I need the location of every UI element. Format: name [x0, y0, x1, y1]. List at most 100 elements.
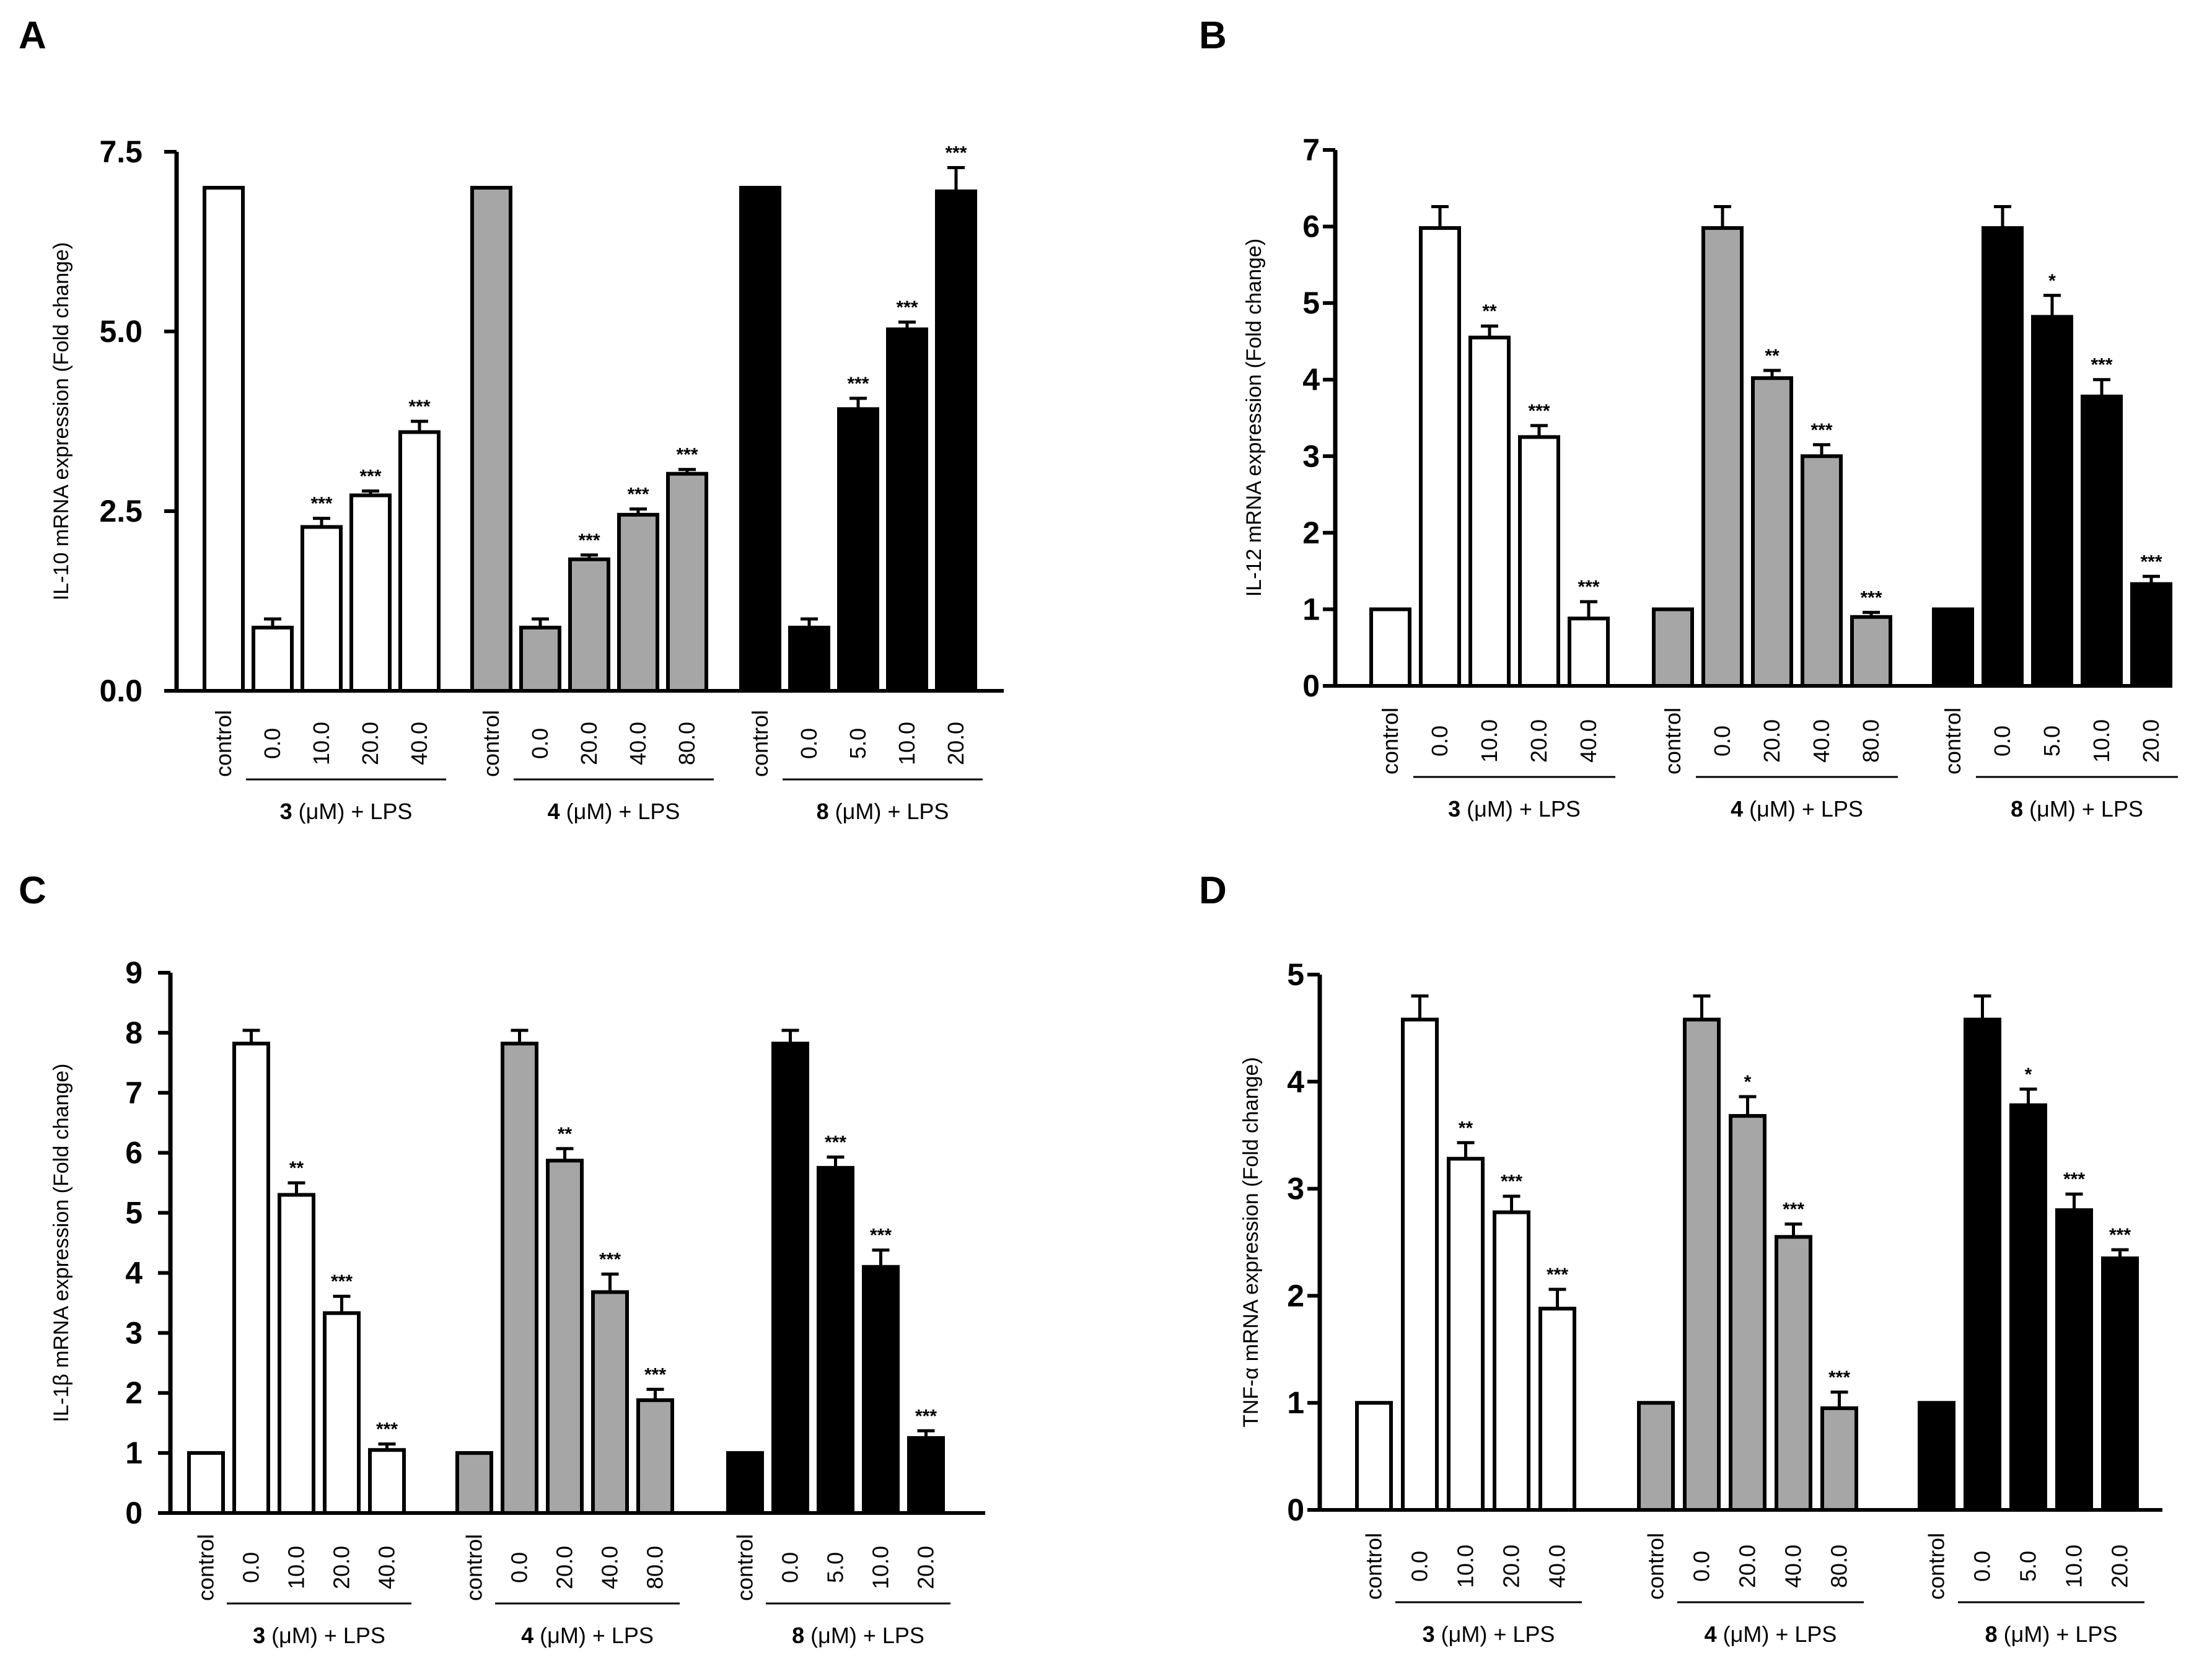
group-compound-4: control 0.0 ** 20.0 *** 40.0 *** 80.0 4 (μM) + L… [455, 1028, 680, 1648]
category-label: 0.0 [1689, 1551, 1714, 1582]
y-tick-label: 4 [1302, 362, 1320, 397]
category-label: 10.0 [284, 1546, 309, 1589]
group-suffix: (μM) + LPS [804, 1623, 924, 1648]
bar [817, 1165, 854, 1515]
category-label: 80.0 [674, 722, 700, 765]
significance-label: *** [310, 494, 332, 514]
panel-letter: C [19, 869, 46, 912]
significance-label: * [1744, 1072, 1752, 1092]
bar [232, 1042, 270, 1515]
y-tick-label: 2 [1302, 515, 1320, 550]
y-tick-label: 0 [125, 1496, 143, 1530]
bar [203, 186, 245, 693]
bar [617, 512, 659, 693]
significance-label: ** [289, 1158, 304, 1178]
bar [771, 1042, 809, 1515]
significance-label: *** [578, 530, 600, 551]
y-tick-label: 7.5 [99, 134, 143, 169]
category-label: 5.0 [2039, 726, 2065, 757]
significance-label: *** [2063, 1169, 2085, 1190]
category-label: 5.0 [823, 1552, 848, 1583]
group-suffix: (μM) + LPS [2023, 796, 2143, 822]
bar [1401, 1017, 1439, 1512]
category-label: 0.0 [778, 1552, 803, 1583]
significance-label: *** [644, 1364, 666, 1385]
y-tick-label: 0.0 [99, 673, 143, 708]
panel-a: A IL-10 mRNA expression (Fold change) 0.0 2… [19, 14, 1004, 824]
group-compound-8: control 0.0 * 5.0 *** 10.0 *** 20.0 8 (μM) + LPS [1932, 204, 2178, 822]
y-tick-label: 5.0 [99, 314, 143, 349]
bar [1964, 1017, 2001, 1512]
category-label: 40.0 [1545, 1545, 1570, 1588]
significance-label: ** [1765, 346, 1780, 366]
category-label: 20.0 [576, 722, 602, 765]
group-label: 4 (μM) + LPS [1731, 796, 1863, 822]
bar [1775, 1235, 1812, 1512]
bar [862, 1265, 900, 1515]
bar [935, 189, 977, 693]
significance-label: *** [896, 297, 918, 318]
group-label: 8 (μM) + LPS [2011, 796, 2143, 822]
group-compound-8: control 0.0 *** 5.0 *** 10.0 *** 20.0 8 (μM) + L… [726, 1028, 950, 1648]
category-label: 0.0 [507, 1552, 532, 1583]
bar [1982, 226, 2024, 688]
category-label: 20.0 [943, 722, 968, 765]
group-compound-number: 8 [817, 799, 829, 824]
group-label: 4 (μM) + LPS [1705, 1621, 1837, 1647]
bar [568, 557, 610, 693]
group-compound-number: 4 [521, 1623, 533, 1648]
bar [788, 625, 830, 693]
group-compound-number: 3 [1423, 1621, 1435, 1647]
group-compound-number: 8 [2011, 796, 2023, 822]
category-label: 40.0 [597, 1546, 623, 1589]
category-label: 10.0 [2089, 719, 2114, 763]
group-label: 3 (μM) + LPS [253, 1623, 385, 1648]
panel-letter: D [1199, 869, 1227, 912]
bar [1932, 607, 1974, 688]
y-tick-label: 0 [1287, 1493, 1304, 1527]
bar [886, 327, 928, 693]
category-label: 20.0 [358, 722, 383, 765]
bar [501, 1042, 538, 1515]
category-label: 10.0 [894, 722, 919, 765]
category-label: control [211, 710, 236, 777]
y-axis-label: TNF-α mRNA expression (Fold change) [1239, 1057, 1263, 1428]
y-axis-label: IL-12 mRNA expression (Fold change) [1242, 239, 1266, 597]
significance-label: *** [1810, 420, 1832, 441]
significance-label: *** [847, 374, 869, 394]
group-suffix: (μM) + LPS [533, 1623, 654, 1648]
y-tick-label: 3 [1302, 439, 1320, 473]
group-compound-number: 4 [1705, 1621, 1717, 1647]
category-label: control [1361, 1533, 1387, 1600]
group-suffix: (μM) + LPS [265, 1623, 385, 1648]
panel-c: C IL-1β mRNA expression (Fold change) 0 1 2 3… [19, 869, 985, 1648]
significance-label: *** [627, 485, 649, 505]
significance-label: *** [945, 143, 967, 164]
group-suffix: (μM) + LPS [1998, 1621, 2118, 1647]
bar [278, 1193, 315, 1515]
bar [546, 1159, 584, 1515]
significance-label: *** [1501, 1172, 1522, 1192]
significance-label: *** [2109, 1225, 2131, 1245]
group-compound-3: control 0.0 ** 10.0 *** 20.0 *** 40.0 3 (μM) + L… [1355, 994, 1582, 1647]
group-suffix: (μM) + LPS [1717, 1621, 1837, 1647]
category-label: control [747, 710, 773, 777]
panel-d: D TNF-α mRNA expression (Fold change) 0 1 2 3… [1199, 869, 2162, 1647]
bar [1751, 376, 1793, 688]
panel-letter: A [19, 14, 46, 57]
bar [1518, 435, 1560, 688]
category-label: 80.0 [643, 1546, 668, 1589]
significance-label: *** [870, 1226, 892, 1246]
significance-label: ** [1459, 1118, 1473, 1138]
bar [2031, 315, 2073, 688]
significance-label: *** [915, 1406, 937, 1426]
bar [1355, 1401, 1393, 1512]
category-label: 10.0 [2061, 1545, 2087, 1588]
significance-label: * [2025, 1064, 2032, 1085]
bar [837, 407, 879, 693]
category-label: 20.0 [329, 1546, 354, 1589]
significance-label: ** [1482, 301, 1497, 322]
y-tick-label: 0 [1302, 669, 1320, 703]
bar [1801, 454, 1843, 688]
category-label: 0.0 [527, 728, 553, 759]
